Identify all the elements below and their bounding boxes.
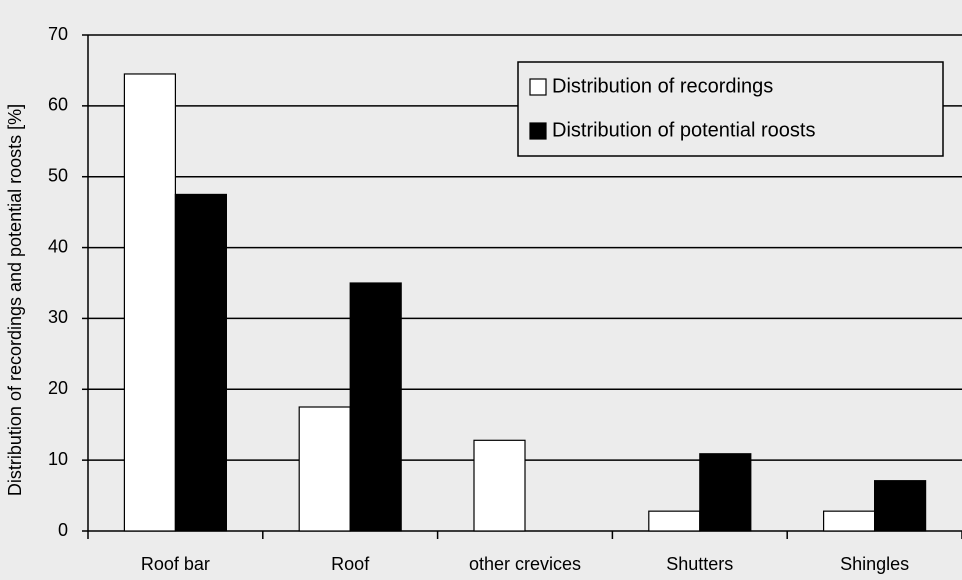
y-tick-label: 60: [48, 95, 68, 115]
bar: [873, 480, 927, 532]
x-tick-label: Shingles: [840, 554, 909, 574]
bar: [822, 510, 876, 532]
legend-box: [517, 61, 944, 157]
y-axis-label: Distribution of recordings and potential…: [5, 104, 25, 496]
y-tick-label: 20: [48, 378, 68, 398]
legend-swatch: [529, 78, 547, 96]
bar: [648, 510, 701, 532]
x-tick-label: Roof: [331, 554, 370, 574]
bar: [123, 73, 177, 532]
bar: [298, 406, 351, 532]
y-tick-label: 50: [48, 165, 68, 185]
bar: [174, 193, 227, 532]
y-tick-label: 0: [58, 520, 68, 540]
x-tick-label: Shutters: [666, 554, 733, 574]
legend-swatch: [529, 122, 547, 140]
y-tick-label: 70: [48, 24, 68, 44]
bar: [699, 453, 752, 532]
y-tick-label: 40: [48, 236, 68, 256]
x-tick-label: Roof bar: [141, 554, 210, 574]
x-tick-label: other crevices: [469, 554, 581, 574]
y-tick-label: 10: [48, 449, 68, 469]
bar: [473, 439, 526, 532]
y-tick-label: 30: [48, 307, 68, 327]
legend-label: Distribution of potential roosts: [552, 119, 815, 141]
legend-label: Distribution of recordings: [552, 75, 773, 97]
bar: [349, 282, 402, 532]
